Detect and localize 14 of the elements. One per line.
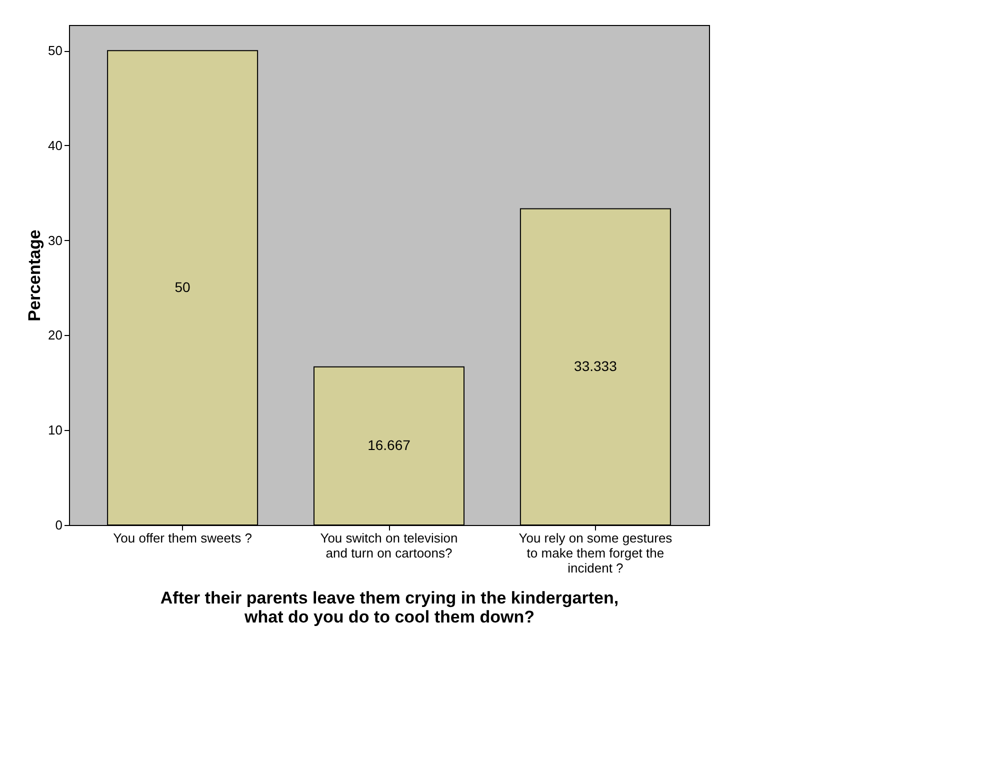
- y-tick-label: 50: [48, 43, 62, 58]
- data-label: 33.333: [574, 358, 618, 374]
- data-label: 16.667: [368, 436, 411, 453]
- y-tick-label: 40: [48, 138, 62, 153]
- x-axis-title: After their parents leave them crying in the kindergarten, what do you do to cool them down?: [160, 588, 619, 626]
- y-tick-label: 30: [48, 232, 62, 248]
- data-label: 50: [174, 278, 191, 295]
- y-tick-label: 10: [48, 422, 62, 438]
- y-tick-label: 20: [48, 328, 62, 343]
- y-axis-title: Percentage: [25, 230, 44, 322]
- x-tick-label: You switch on television and turn on cartoons?: [320, 530, 458, 560]
- y-tick-label: 0: [55, 518, 62, 532]
- x-tick-label: You rely on some gestures to make them forget the incident ?: [518, 530, 673, 576]
- x-tick-label: You offer them sweets ?: [113, 530, 252, 546]
